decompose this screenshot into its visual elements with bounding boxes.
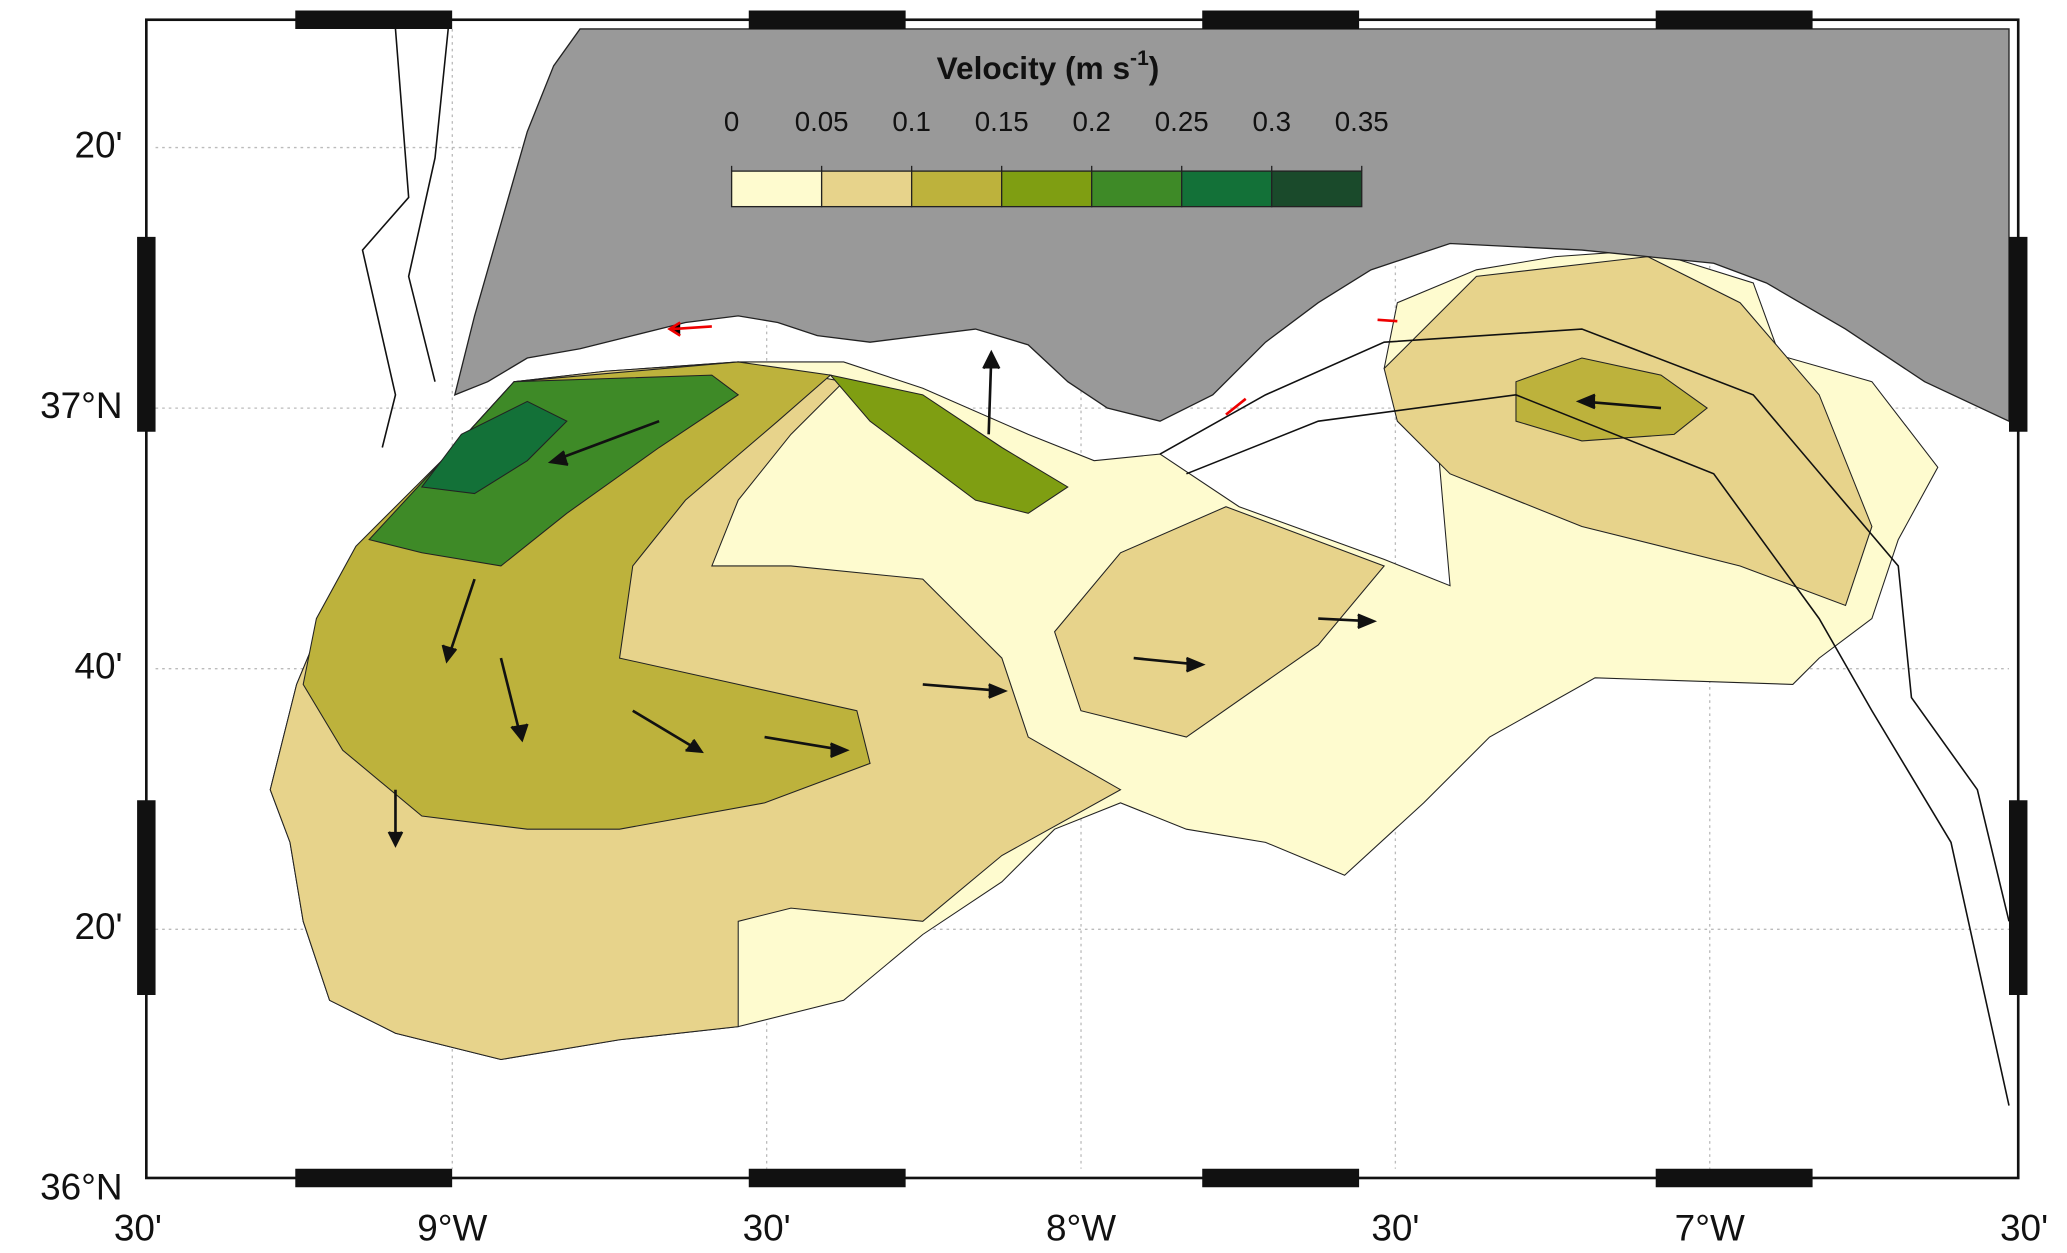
colorbar-segment [1091, 170, 1183, 208]
isobaths [361, 28, 2010, 1106]
colorbar-tick-label: 0.25 [1155, 106, 1209, 137]
arrow [922, 683, 1008, 699]
x-tick-label: 30' [743, 1207, 791, 1248]
frame-checker [137, 10, 2028, 1188]
land [453, 28, 2010, 423]
zone-3b [829, 374, 1069, 514]
colorbar-segment [820, 170, 913, 208]
colorbar-tick-label: 0.15 [975, 106, 1029, 137]
arrow [1225, 397, 1247, 416]
arrow [1133, 656, 1206, 673]
isobath [407, 28, 449, 382]
colorbar-tick-label: 0.05 [795, 106, 849, 137]
isobath [1159, 328, 2010, 922]
isobath [361, 28, 410, 448]
colorbar-tick-label: 0 [724, 106, 739, 137]
arrow [667, 321, 712, 337]
colorbar-tick-label: 0.3 [1252, 106, 1290, 137]
current-arrows [387, 349, 1662, 848]
y-tick-label: 40' [74, 645, 122, 686]
velocity-field [269, 249, 1939, 1061]
colorbar-segment [1271, 170, 1363, 208]
arrow [499, 657, 529, 743]
axis-labels: 30' 9°W 30' 8°W 30' 7°W 30'36°N20'40'37°N20' [40, 124, 2048, 1248]
y-tick-label: 20' [74, 124, 122, 165]
colorbar-segment [1181, 170, 1273, 208]
red-arrows [667, 318, 1398, 416]
y-tick-label: 20' [74, 906, 122, 947]
colorbar-tick-label: 0.1 [892, 106, 930, 137]
x-tick-label: 8°W [1046, 1207, 1116, 1248]
colorbar-tick-label: 0.35 [1335, 106, 1389, 137]
x-tick-label: 30' [114, 1207, 162, 1248]
colorbar-tick-label: 0.2 [1072, 106, 1110, 137]
arrow [982, 349, 1001, 435]
arrow [632, 709, 704, 754]
arrow [1575, 393, 1662, 410]
x-tick-label: 7°W [1675, 1207, 1745, 1248]
x-tick-label: 30' [1371, 1207, 1419, 1248]
title-end: ) [1149, 50, 1160, 86]
zone-4 [368, 374, 740, 567]
title-text: Velocity (m s [937, 50, 1130, 86]
colorbar-segment [1001, 170, 1093, 208]
frame [145, 18, 2020, 1180]
x-tick-label: 9°W [417, 1207, 487, 1248]
arrow [547, 419, 660, 466]
colorbar: 0 0.05 0.1 0.15 0.2 0.25 0.3 0.35 [724, 106, 1389, 208]
x-tick-label: 30' [2000, 1207, 2048, 1248]
isobath [1186, 394, 2010, 1106]
arrow [441, 578, 476, 664]
arrow [1318, 613, 1378, 630]
colorbar-segment [730, 170, 823, 208]
arrow [1377, 318, 1398, 323]
zone-2c [1515, 357, 1708, 442]
title-sup: -1 [1130, 47, 1149, 70]
arrow [387, 789, 404, 848]
y-tick-label: 36°N [40, 1167, 122, 1208]
zone-1b [1053, 506, 1386, 738]
colorbar-title: Velocity (m s-1) [937, 47, 1160, 87]
zone-5 [420, 400, 568, 495]
colorbar-segment [910, 170, 1003, 208]
y-tick-label: 37°N [40, 385, 122, 426]
arrow [764, 735, 850, 759]
